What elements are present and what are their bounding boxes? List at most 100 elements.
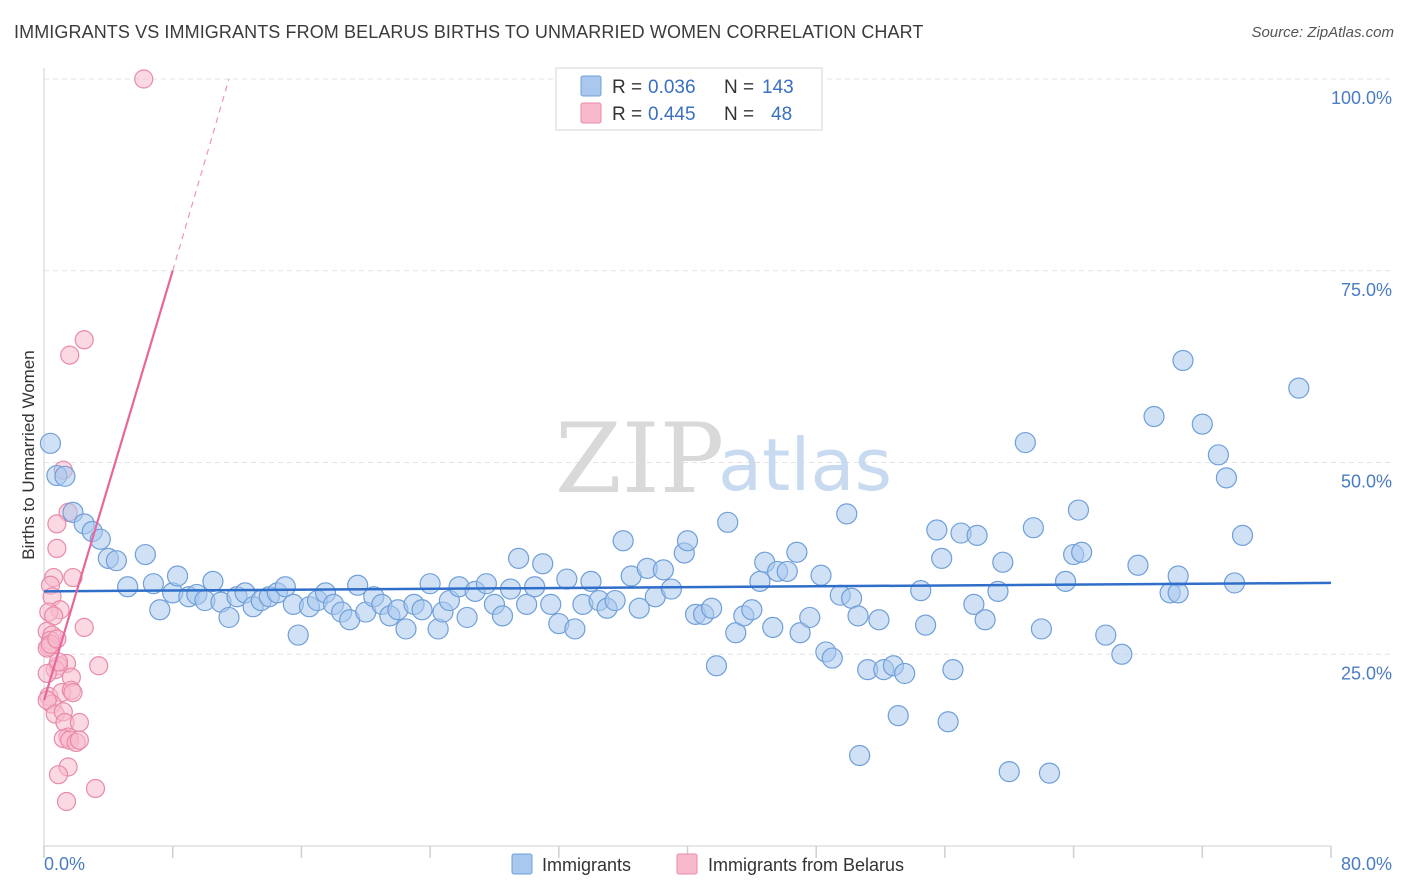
- y-tick-label-3: 100.0%: [1331, 88, 1392, 108]
- immigrants-point-88: [762, 616, 784, 639]
- immigrants-point-100: [847, 605, 869, 627]
- immigrants-point-93: [799, 606, 821, 629]
- immigrants-point-63: [564, 618, 586, 640]
- immigrants-point-131: [1127, 554, 1149, 576]
- immigrants-point-92: [789, 622, 811, 644]
- immigrants-point-110: [926, 519, 948, 541]
- immigrants-point-10: [134, 543, 156, 566]
- immigrants-point-52: [475, 573, 498, 595]
- immigrants-point-112: [937, 711, 959, 733]
- immigrants-point-99: [840, 587, 863, 609]
- immigrants-point-108: [910, 579, 932, 602]
- legend-r-value-1: 0.445: [648, 104, 696, 125]
- legend-swatch-belarus: [580, 102, 602, 124]
- bottom-legend-label-immigrants: Immigrants: [542, 855, 631, 875]
- belarus-point-0: [134, 69, 154, 89]
- immigrants-point-116: [966, 524, 988, 546]
- immigrants-point-20: [218, 606, 240, 629]
- immigrants-point-65: [580, 570, 602, 592]
- belarus-trend-extension: [172, 78, 230, 271]
- immigrants-point-94: [810, 564, 832, 586]
- belarus-point-35: [69, 712, 89, 733]
- immigrants-point-142: [1167, 582, 1189, 604]
- y-tick-label-0: 25.0%: [1341, 663, 1392, 683]
- legend-n-value-1: 48: [771, 104, 792, 125]
- legend-r-label-1: R =: [612, 104, 642, 125]
- immigrants-point-57: [516, 593, 538, 615]
- x-tick-max: 80.0%: [1341, 854, 1392, 874]
- immigrants-point-82: [717, 511, 739, 533]
- immigrants-point-54: [491, 605, 514, 627]
- immigrants-point-42: [395, 618, 417, 640]
- immigrants-point-119: [992, 551, 1014, 573]
- immigrants-point-111: [931, 547, 953, 569]
- immigrants-point-9: [117, 576, 139, 598]
- immigrants-point-74: [652, 559, 674, 581]
- immigrants-point-56: [507, 547, 530, 569]
- legend-r-label-0: R =: [612, 77, 642, 98]
- y-tick-label-2: 75.0%: [1341, 280, 1392, 300]
- legend-bottom: Immigrants Immigrants from Belarus: [511, 853, 904, 875]
- immigrants-point-60: [540, 593, 562, 615]
- immigrants-point-96: [821, 647, 843, 669]
- immigrants-point-105: [887, 705, 909, 727]
- immigrants-point-11: [142, 573, 164, 595]
- immigrants-point-59: [532, 553, 554, 575]
- belarus-point-42: [48, 765, 69, 785]
- immigrants-point-85: [741, 599, 763, 621]
- immigrants-point-6: [89, 528, 111, 550]
- immigrants-point-58: [524, 576, 546, 598]
- watermark-zip: ZIP: [555, 403, 724, 515]
- immigrants-point-50: [456, 606, 478, 629]
- trend-lines: [42, 78, 1332, 701]
- belarus-point-29: [63, 682, 83, 703]
- immigrants-point-136: [1191, 413, 1213, 435]
- immigrants-point-130: [1111, 643, 1133, 665]
- immigrants-point-123: [1030, 618, 1053, 640]
- immigrants-point-121: [1014, 431, 1036, 454]
- series-immigrants-points: [39, 349, 1310, 784]
- immigrants-point-91: [786, 541, 808, 563]
- legend-r-value-0: 0.036: [648, 77, 696, 98]
- belarus-trend-line: [42, 270, 174, 701]
- legend-n-label-0: N =: [724, 77, 754, 98]
- immigrants-point-12: [149, 599, 171, 621]
- immigrants-point-44: [411, 599, 433, 621]
- bottom-legend-swatch-belarus: [676, 853, 698, 875]
- immigrants-point-106: [894, 662, 916, 685]
- immigrants-point-69: [612, 530, 634, 552]
- immigrants-point-18: [202, 570, 224, 592]
- immigrants-point-128: [1071, 541, 1093, 563]
- immigrants-point-138: [1215, 467, 1238, 489]
- immigrants-point-141: [1288, 377, 1310, 399]
- immigrants-point-14: [166, 565, 189, 587]
- bottom-legend-swatch-immigrants: [511, 853, 533, 875]
- immigrants-point-29: [287, 624, 309, 646]
- immigrants-point-125: [1054, 570, 1077, 592]
- immigrants-point-45: [419, 573, 441, 595]
- source-label: Source: ZipAtlas.com: [1251, 24, 1394, 41]
- legend-swatch-immigrants: [580, 75, 602, 97]
- immigrants-point-98: [836, 503, 858, 525]
- immigrants-point-75: [660, 578, 683, 600]
- immigrants-point-68: [604, 589, 626, 612]
- immigrants-point-80: [701, 597, 723, 619]
- immigrants-point-129: [1095, 624, 1117, 646]
- immigrants-point-0: [39, 432, 62, 454]
- immigrants-point-81: [705, 655, 728, 677]
- belarus-point-6: [47, 538, 67, 559]
- immigrants-point-27: [274, 576, 296, 598]
- belarus-point-43: [56, 791, 77, 812]
- immigrants-point-115: [963, 593, 985, 615]
- immigrants-point-102: [868, 609, 890, 631]
- immigrants-point-140: [1231, 524, 1254, 546]
- immigrants-point-2: [54, 465, 76, 487]
- chart-title: IMMIGRANTS VS IMMIGRANTS FROM BELARUS BI…: [14, 22, 924, 42]
- immigrants-point-86: [749, 570, 771, 592]
- immigrants-point-77: [676, 530, 699, 552]
- immigrants-point-90: [776, 560, 798, 583]
- immigrants-point-8: [105, 550, 127, 572]
- immigrants-point-122: [1022, 517, 1044, 539]
- immigrants-point-117: [974, 609, 996, 631]
